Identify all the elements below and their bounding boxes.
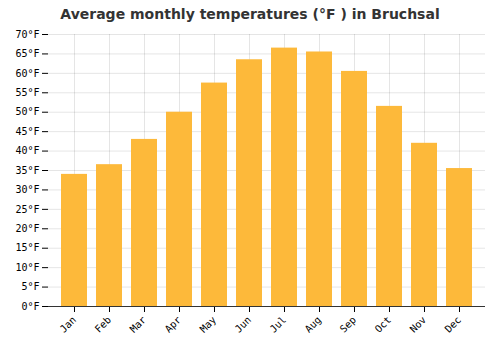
svg-text:Nov: Nov <box>408 314 429 335</box>
svg-text:20°F: 20°F <box>15 223 39 234</box>
svg-text:40°F: 40°F <box>15 145 39 156</box>
svg-text:65°F: 65°F <box>15 48 39 59</box>
svg-text:Jul: Jul <box>268 314 289 335</box>
svg-text:Feb: Feb <box>93 314 114 335</box>
svg-text:Aug: Aug <box>303 314 324 335</box>
svg-text:35°F: 35°F <box>15 165 39 176</box>
svg-text:10°F: 10°F <box>15 262 39 273</box>
svg-text:25°F: 25°F <box>15 204 39 215</box>
svg-text:Dec: Dec <box>443 314 464 335</box>
svg-text:Mar: Mar <box>128 314 149 335</box>
svg-text:15°F: 15°F <box>15 242 39 253</box>
svg-text:Oct: Oct <box>373 314 394 335</box>
svg-text:70°F: 70°F <box>15 29 39 40</box>
svg-text:Jan: Jan <box>58 314 79 335</box>
svg-text:0°F: 0°F <box>21 301 39 312</box>
svg-text:5°F: 5°F <box>21 281 39 292</box>
svg-text:Sep: Sep <box>338 314 359 335</box>
svg-text:May: May <box>198 314 219 335</box>
svg-text:Jun: Jun <box>233 314 254 335</box>
svg-text:45°F: 45°F <box>15 126 39 137</box>
svg-text:55°F: 55°F <box>15 87 39 98</box>
svg-text:50°F: 50°F <box>15 106 39 117</box>
html-text:Average monthly temperatures (: Average monthly temperatures (°F ) in Br… <box>60 6 440 22</box>
svg-text:30°F: 30°F <box>15 184 39 195</box>
svg-text:60°F: 60°F <box>15 68 39 79</box>
svg-text:Apr: Apr <box>163 314 184 335</box>
